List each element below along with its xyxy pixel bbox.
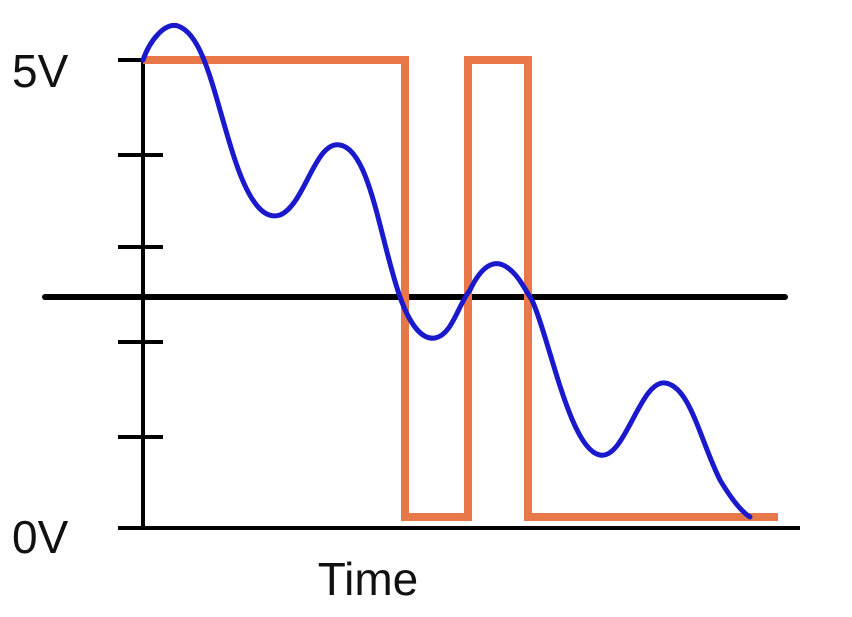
digital-signal [143, 56, 778, 521]
y-bottom-label: 0V [12, 511, 69, 563]
y-top-label: 5V [12, 45, 69, 97]
analog-signal [140, 23, 753, 520]
x-label: Time [318, 553, 419, 605]
